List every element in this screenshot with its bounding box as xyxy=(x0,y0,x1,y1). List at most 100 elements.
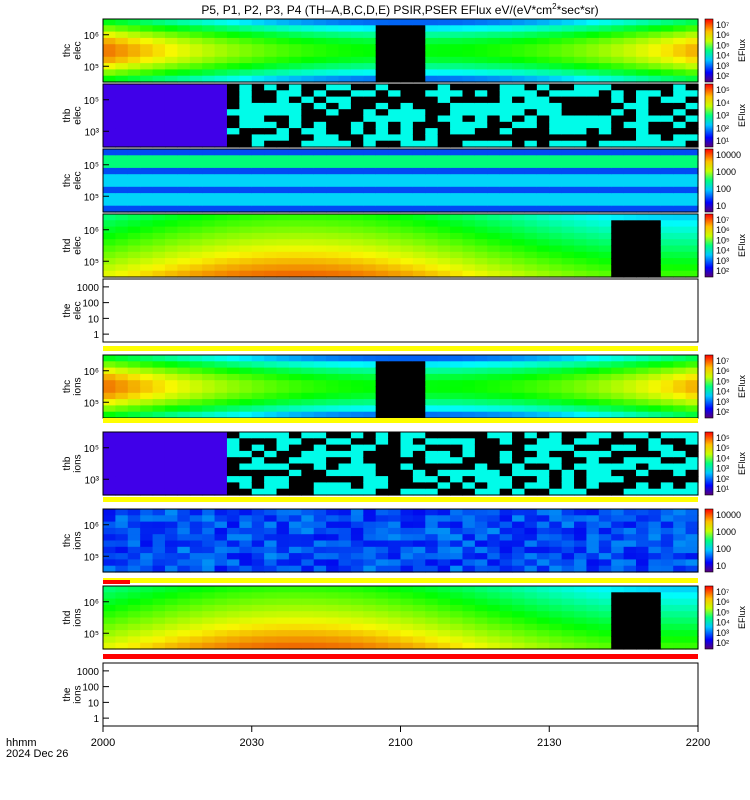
spectrogram-cell xyxy=(202,380,216,388)
spectrogram-cell xyxy=(152,361,166,369)
spectrogram-cell xyxy=(189,167,203,175)
spectrogram-cell xyxy=(623,355,637,362)
spectrogram-cell xyxy=(412,134,426,142)
spectrogram-cell xyxy=(561,482,575,490)
spectrogram-cell xyxy=(202,128,216,135)
spectrogram-cell xyxy=(202,161,216,169)
spectrogram-cell xyxy=(549,90,563,98)
spectrogram-cell xyxy=(685,56,699,64)
spectrogram-cell xyxy=(177,586,191,593)
spectrogram-cell xyxy=(536,174,550,182)
spectrogram-cell xyxy=(313,630,327,637)
spectrogram-cell xyxy=(586,155,600,163)
spectrogram-cell xyxy=(549,128,563,135)
spectrogram-cell xyxy=(450,102,464,110)
spectrogram-cell xyxy=(375,463,389,471)
spectrogram-cell xyxy=(524,432,538,439)
spectrogram-cell xyxy=(425,205,439,213)
spectrogram-cell xyxy=(437,373,451,381)
spectrogram-cell xyxy=(499,463,513,471)
spectrogram-cell xyxy=(164,598,178,606)
spectrogram-cell xyxy=(189,258,203,265)
spectrogram-cell xyxy=(251,559,265,567)
spectrogram-cell xyxy=(400,405,414,413)
spectrogram-cell xyxy=(375,540,389,548)
spectrogram-cell xyxy=(127,31,141,39)
spectrogram-cell xyxy=(226,140,240,148)
spectrogram-cell xyxy=(474,367,488,375)
spectrogram-cell xyxy=(598,488,612,496)
spectrogram-cell xyxy=(598,63,612,70)
colorbar xyxy=(704,585,714,650)
spectrogram-cell xyxy=(363,205,377,213)
spectrogram-cell xyxy=(226,102,240,110)
spectrogram-cell xyxy=(512,546,526,554)
spectrogram-cell xyxy=(611,469,625,477)
spectrogram-cell xyxy=(251,527,265,535)
spectrogram-cell xyxy=(388,155,402,163)
spectrogram-cell xyxy=(648,546,662,554)
spectrogram-cell xyxy=(363,380,377,388)
spectrogram-cell xyxy=(487,251,501,259)
colorbar-tick-label: 10⁶ xyxy=(716,225,730,235)
spectrogram-cell xyxy=(388,630,402,637)
spectrogram-cell xyxy=(103,205,116,213)
spectrogram-cell xyxy=(598,270,612,278)
spectrogram-cell xyxy=(313,167,327,175)
spectrogram-cell xyxy=(251,636,265,644)
spectrogram-cell xyxy=(549,411,563,419)
y-axis-label-line: thc xyxy=(62,534,73,547)
spectrogram-cell xyxy=(660,258,674,265)
spectrogram-cell xyxy=(524,205,538,213)
spectrogram-cell xyxy=(536,161,550,169)
spectrogram-cell xyxy=(363,598,377,606)
spectrogram-cell xyxy=(673,121,687,129)
spectrogram-cell xyxy=(140,617,154,625)
spectrogram-cell xyxy=(388,96,402,104)
spectrogram-cell xyxy=(611,245,625,253)
spectrogram-cell xyxy=(152,232,166,240)
spectrogram-cell xyxy=(326,604,340,612)
spectrogram-cell xyxy=(350,121,364,129)
spectrogram-cell xyxy=(226,488,240,496)
spectrogram-cell xyxy=(375,186,389,194)
spectrogram-cell xyxy=(660,355,674,362)
spectrogram-cell xyxy=(561,258,575,265)
spectrogram-cell xyxy=(214,180,228,188)
spectrogram-cell xyxy=(487,155,501,163)
spectrogram-cell xyxy=(115,140,129,148)
spectrogram-cell xyxy=(524,527,538,535)
spectrogram-cell xyxy=(338,630,352,637)
spectrogram-cell xyxy=(512,438,526,446)
spectrogram-cell xyxy=(202,214,216,221)
spectrogram-cell xyxy=(189,90,203,98)
spectrogram-cell xyxy=(189,565,203,573)
spectrogram-cell xyxy=(164,37,178,45)
spectrogram-cell xyxy=(152,432,166,439)
spectrogram-cell xyxy=(115,134,129,142)
spectrogram-cell xyxy=(375,84,389,91)
spectrogram-cell xyxy=(338,450,352,458)
spectrogram-cell xyxy=(623,380,637,388)
spectrogram-cell xyxy=(660,534,674,542)
spectrogram-cell xyxy=(648,367,662,375)
spectrogram-cell xyxy=(474,617,488,625)
spectrogram-cell xyxy=(140,75,154,83)
spectrogram-cell xyxy=(536,380,550,388)
spectrogram-cell xyxy=(549,444,563,452)
spectrogram-cell xyxy=(412,411,426,419)
spectrogram-cell xyxy=(214,586,228,593)
spectrogram-cell xyxy=(276,220,290,228)
spectrogram-cell xyxy=(350,251,364,259)
spectrogram-cell xyxy=(437,534,451,542)
spectrogram-cell xyxy=(164,264,178,272)
spectrogram-cell xyxy=(214,174,228,182)
spectrogram-cell xyxy=(499,611,513,619)
spectrogram-cell xyxy=(202,134,216,142)
spectrogram-cell xyxy=(586,149,600,156)
spectrogram-cell xyxy=(474,488,488,496)
spectrogram-cell xyxy=(375,149,389,156)
spectrogram-cell xyxy=(140,31,154,39)
spectrogram-cell xyxy=(276,392,290,400)
spectrogram-cell xyxy=(177,509,191,516)
